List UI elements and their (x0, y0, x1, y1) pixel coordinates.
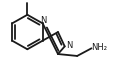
Text: N: N (66, 41, 72, 50)
Text: N: N (40, 16, 46, 25)
Text: NH₂: NH₂ (90, 43, 106, 52)
